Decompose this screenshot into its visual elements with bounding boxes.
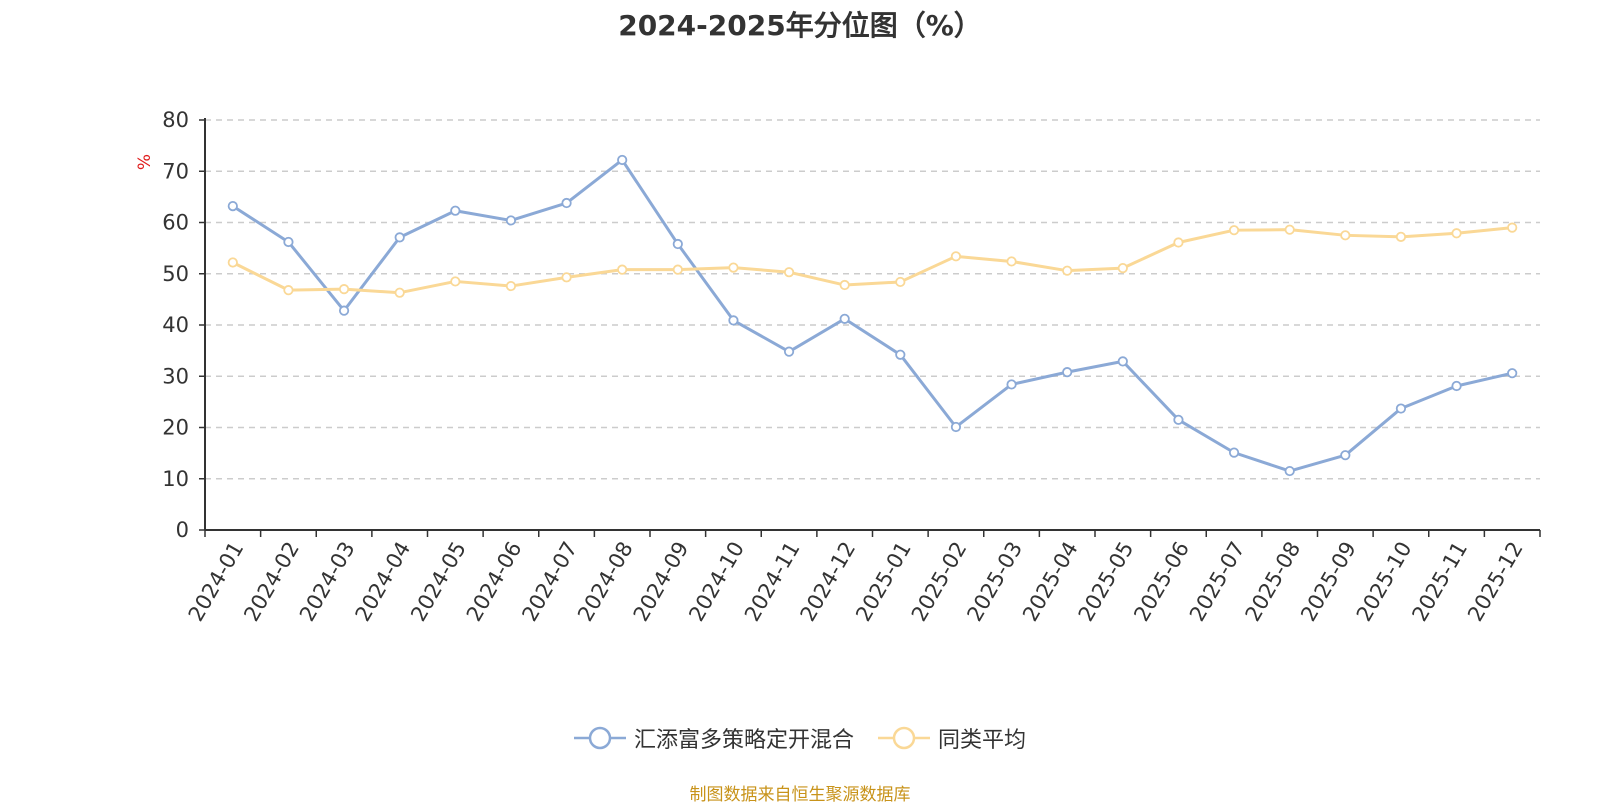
y-tick-label: 20 (162, 416, 189, 440)
data-point (1284, 224, 1295, 235)
x-tick-label: 2024-03 (295, 538, 360, 626)
data-point (394, 232, 405, 243)
data-point (728, 262, 739, 273)
data-point (783, 267, 795, 278)
data-point (283, 236, 294, 248)
y-tick-label: 10 (162, 467, 189, 491)
y-tick-label: 80 (162, 108, 189, 132)
y-tick-label: 40 (162, 313, 189, 337)
x-tick-label: 2025-03 (962, 538, 1027, 626)
legend-swatch (573, 726, 626, 750)
x-tick-label: 2024-09 (629, 538, 694, 626)
data-point (1228, 447, 1240, 458)
series-line-1 (231, 158, 1513, 473)
legend-label: 同类平均 (938, 728, 1027, 753)
x-tick-label: 2025-07 (1185, 538, 1250, 626)
data-point (839, 313, 850, 324)
x-tick-label: 2025-06 (1129, 538, 1194, 626)
data-point (1507, 222, 1518, 233)
data-point (1395, 403, 1407, 414)
x-tick-label: 2024-02 (239, 538, 304, 626)
x-tick-label: 2024-06 (462, 538, 527, 626)
data-point (1228, 225, 1240, 236)
axes: 01020304050607080%2024-012024-022024-032… (135, 108, 1541, 626)
data-point (450, 276, 461, 287)
x-tick-label: 2024-12 (796, 538, 861, 626)
source-note: 制图数据来自恒生聚源数据库 (689, 785, 911, 805)
data-point (561, 197, 572, 209)
series-lines (227, 154, 1518, 477)
data-point (338, 284, 350, 295)
x-tick-label: 2025-09 (1296, 538, 1361, 626)
x-tick-label: 2024-01 (184, 538, 249, 626)
data-point (450, 205, 461, 216)
x-tick-label: 2025-01 (851, 538, 916, 626)
data-point (338, 305, 350, 316)
data-point (1173, 414, 1184, 425)
data-point (783, 346, 795, 357)
data-point (561, 272, 572, 283)
data-point (1006, 256, 1017, 267)
legend-item-1[interactable]: 汇添富多策略定开混合 (573, 722, 854, 754)
y-tick-label: 50 (162, 262, 189, 286)
data-point (1062, 265, 1073, 276)
legend-swatch-marker (892, 726, 916, 750)
x-tick-label: 2024-04 (351, 538, 416, 626)
data-point (283, 285, 294, 296)
legend-swatch (878, 726, 930, 750)
y-tick-label: 60 (162, 211, 189, 235)
data-point (895, 349, 906, 360)
data-point (617, 264, 628, 275)
x-tick-label: 2024-11 (740, 538, 805, 626)
data-point (1340, 450, 1351, 461)
data-point (895, 276, 906, 288)
data-point (505, 215, 517, 226)
x-tick-label: 2024-07 (517, 538, 582, 626)
x-tick-label: 2025-08 (1241, 538, 1306, 626)
x-tick-label: 2025-10 (1352, 538, 1417, 626)
data-point (1507, 368, 1518, 379)
data-point (1117, 356, 1128, 367)
x-tick-label: 2024-08 (573, 538, 638, 626)
data-point (1451, 228, 1462, 239)
legend: 汇添富多策略定开混合 同类平均 (0, 722, 1600, 754)
data-point (950, 421, 962, 433)
data-point (1006, 379, 1017, 390)
grid-lines (205, 119, 1540, 480)
legend-label: 汇添富多策略定开混合 (633, 728, 854, 753)
data-point (728, 315, 739, 326)
data-point (672, 238, 683, 250)
x-tick-label: 2025-05 (1074, 538, 1139, 626)
series-line-2 (232, 226, 1513, 295)
data-point (1340, 230, 1351, 241)
x-tick-label: 2025-12 (1463, 538, 1528, 626)
data-point (227, 257, 238, 268)
legend-swatch-marker (588, 726, 612, 750)
data-point (1062, 367, 1073, 378)
x-tick-label: 2025-02 (907, 538, 972, 626)
x-tick-label: 2024-10 (684, 538, 749, 626)
y-tick-label: 70 (162, 159, 189, 183)
data-point (1173, 237, 1184, 248)
data-point (227, 201, 238, 212)
data-point (1451, 380, 1462, 392)
x-tick-label: 2024-05 (406, 538, 471, 626)
data-point (394, 287, 405, 298)
y-axis-label: % (135, 154, 155, 170)
data-point (839, 279, 850, 291)
data-point (1284, 465, 1295, 477)
y-tick-label: 30 (162, 364, 189, 388)
x-tick-label: 2025-11 (1407, 538, 1472, 626)
data-point (505, 280, 517, 292)
data-point (950, 251, 962, 262)
chart-title: 2024-2025年分位图（%） (618, 9, 982, 42)
data-point (617, 154, 628, 166)
x-tick-label: 2025-04 (1018, 538, 1083, 626)
data-point (1117, 263, 1128, 274)
data-point (672, 264, 683, 275)
data-point (1395, 231, 1407, 242)
y-tick-label: 0 (176, 518, 189, 542)
legend-item-2[interactable]: 同类平均 (878, 722, 1026, 754)
